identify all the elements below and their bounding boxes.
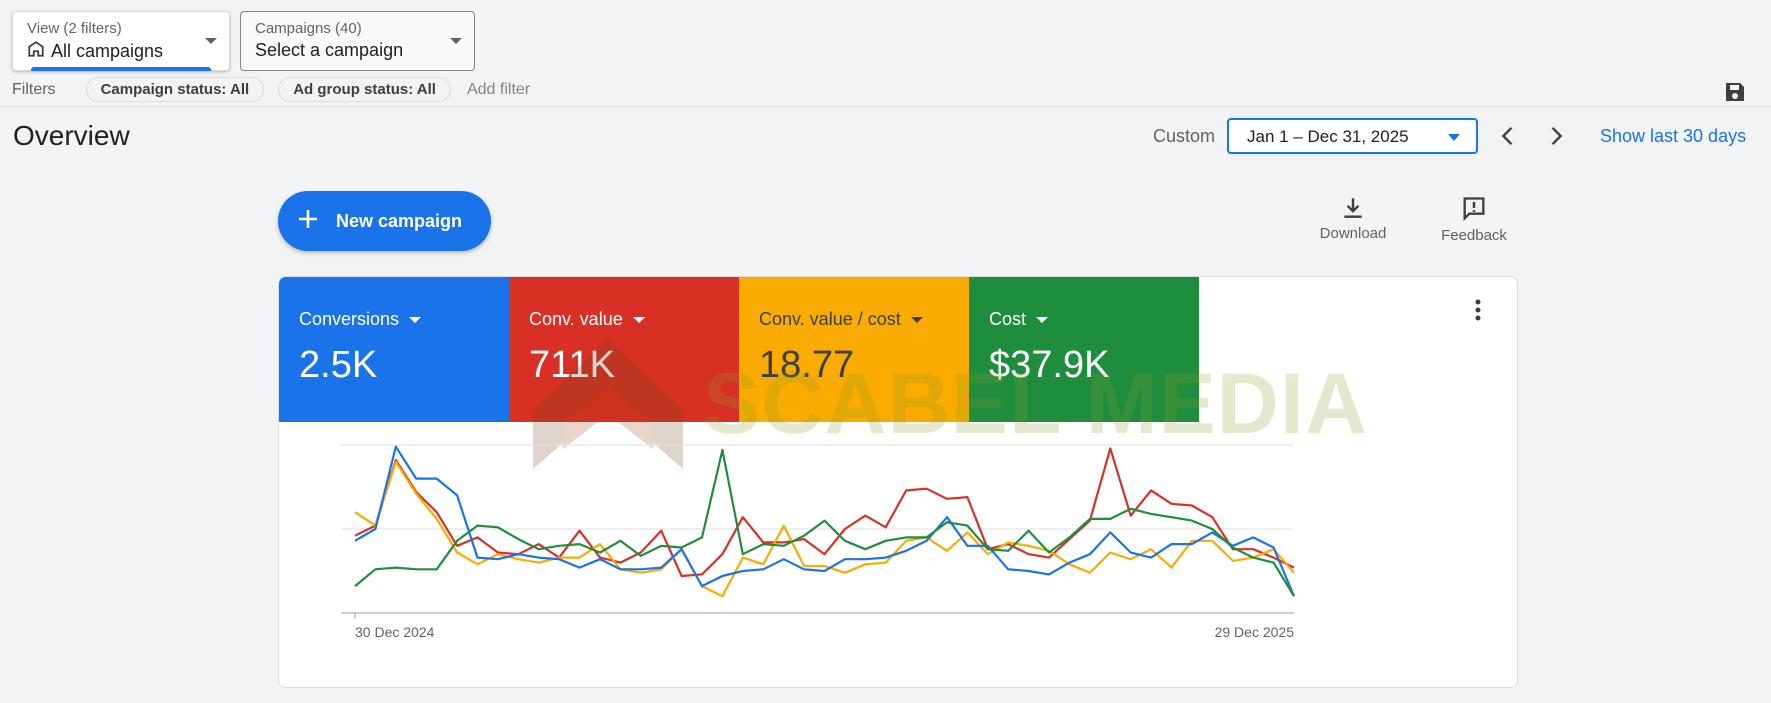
filter-chip-campaign-status[interactable]: Campaign status: All bbox=[85, 77, 265, 102]
metric-tile-conv-value[interactable]: Conv. value 711K bbox=[509, 277, 739, 422]
campaign-selector[interactable]: Campaigns (40) Select a campaign bbox=[240, 11, 475, 71]
chevron-down-icon bbox=[1448, 134, 1460, 141]
filter-chip-ad-group-status[interactable]: Ad group status: All bbox=[278, 77, 451, 102]
date-range-value: Jan 1 – Dec 31, 2025 bbox=[1247, 127, 1409, 146]
page-title: Overview bbox=[13, 120, 130, 151]
chart-series-line-3 bbox=[354, 448, 1295, 597]
chart-series-line-0 bbox=[354, 447, 1295, 578]
metric-label: Conv. value bbox=[529, 309, 623, 329]
chevron-down-icon bbox=[910, 316, 923, 323]
x-axis-start-label: 30 Dec 2024 bbox=[355, 624, 435, 640]
filters-bar: Filters Campaign status: All Ad group st… bbox=[12, 77, 530, 102]
metric-value: 2.5K bbox=[299, 344, 378, 386]
view-selector-indicator bbox=[31, 67, 211, 71]
date-range-type-label: Custom bbox=[1153, 126, 1216, 146]
home-icon bbox=[27, 40, 45, 63]
metric-tile-conv-value-per-cost[interactable]: Conv. value / cost 18.77 bbox=[739, 277, 969, 422]
feedback-icon bbox=[1463, 197, 1485, 222]
add-filter-link[interactable]: Add filter bbox=[466, 80, 531, 98]
x-axis-end-label: 29 Dec 2025 bbox=[1215, 624, 1295, 640]
performance-line-chart: 30 Dec 2024 29 Dec 2025 bbox=[341, 444, 1296, 640]
metric-value: 711K bbox=[529, 344, 615, 386]
metric-tile-cost[interactable]: Cost $37.9K bbox=[969, 277, 1199, 422]
header-divider bbox=[0, 106, 1771, 107]
date-range-picker[interactable]: Jan 1 – Dec 31, 2025 bbox=[1227, 118, 1478, 154]
view-selector[interactable]: View (2 filters) All campaigns bbox=[12, 11, 230, 71]
next-period-icon[interactable] bbox=[1542, 122, 1570, 150]
performance-card: Conversions 2.5K Conv. value 711K Conv. … bbox=[278, 276, 1518, 688]
new-campaign-label: New campaign bbox=[336, 210, 463, 231]
plus-icon bbox=[296, 207, 320, 236]
chevron-down-icon bbox=[205, 38, 217, 44]
metric-label: Conv. value / cost bbox=[759, 309, 901, 329]
filters-label: Filters bbox=[12, 80, 56, 98]
metric-label: Conversions bbox=[299, 309, 400, 329]
chevron-down-icon bbox=[1036, 316, 1049, 323]
metric-value: $37.9K bbox=[989, 344, 1110, 386]
chevron-down-icon bbox=[409, 316, 422, 323]
feedback-label: Feedback bbox=[1441, 227, 1507, 244]
chart-series-line-2 bbox=[354, 445, 1296, 597]
previous-period-icon[interactable] bbox=[1494, 122, 1522, 150]
chevron-down-icon bbox=[632, 316, 645, 323]
view-selector-sublabel: View (2 filters) bbox=[27, 20, 122, 37]
new-campaign-button[interactable]: New campaign bbox=[278, 191, 491, 251]
download-label: Download bbox=[1319, 225, 1387, 242]
chart-grid bbox=[341, 444, 1294, 619]
campaign-selector-sublabel: Campaigns (40) bbox=[255, 20, 362, 37]
chart-series-line-1 bbox=[354, 460, 1295, 598]
chart-series-group bbox=[354, 445, 1296, 598]
metric-label: Cost bbox=[989, 309, 1027, 329]
metric-tile-conversions[interactable]: Conversions 2.5K bbox=[279, 277, 509, 422]
campaign-selector-value: Select a campaign bbox=[255, 40, 404, 60]
view-selector-value: All campaigns bbox=[51, 41, 164, 61]
download-button[interactable]: Download bbox=[1318, 195, 1388, 242]
chevron-down-icon bbox=[450, 38, 462, 44]
metric-value: 18.77 bbox=[759, 344, 855, 386]
save-icon[interactable] bbox=[1723, 80, 1747, 109]
show-last-30-days-link[interactable]: Show last 30 days bbox=[1600, 126, 1747, 146]
download-icon bbox=[1344, 198, 1362, 218]
feedback-button[interactable]: Feedback bbox=[1436, 195, 1512, 244]
more-vert-icon[interactable] bbox=[1475, 299, 1481, 326]
